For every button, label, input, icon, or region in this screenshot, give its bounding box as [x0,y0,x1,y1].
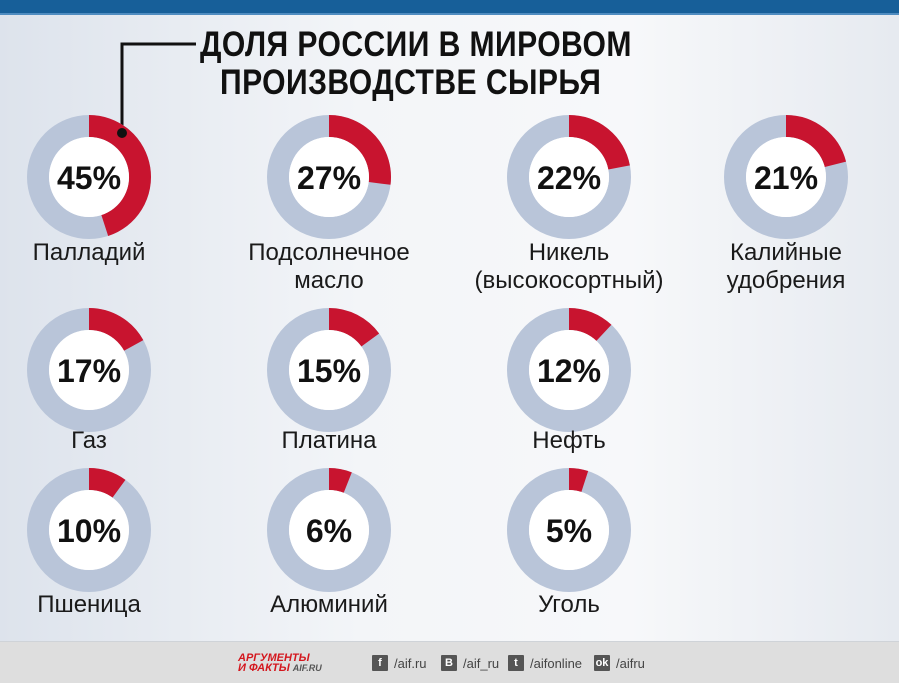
category-label: Нефть [532,427,605,454]
category-label: Алюминий [270,591,388,618]
twitter-icon: t [508,655,524,671]
social-handle: /aif.ru [394,655,427,671]
donut-share-arc [785,115,847,168]
donut-hole [289,490,369,570]
percent-label: 12% [537,353,601,389]
category-label: Никель [529,239,610,266]
title-line-1: ДОЛЯ РОССИИ В МИРОВОМ [200,25,632,64]
donut-share-arc [568,468,589,493]
leader-dot [117,128,127,138]
donut-hole [289,137,369,217]
chart-title: ДОЛЯ РОССИИ В МИРОВОМ ПРОИЗВОДСТВЕ СЫРЬЯ [200,25,632,102]
percent-label: 15% [297,353,361,389]
footer: АРГУМЕНТЫ И ФАКТЫ AIF.RU f/aif.ru В/aif_ru… [0,641,899,683]
category-label: (высокосортный) [474,267,663,294]
social-link[interactable]: ok/aifru [594,655,645,671]
leader-line [120,42,196,133]
category-label: Газ [71,427,107,454]
category-label: Платина [281,427,377,454]
donut-share-arc [568,115,630,171]
percent-label: 10% [57,513,121,549]
social-handle: /aifonline [530,655,583,671]
category-label: масло [294,267,363,294]
donut-share-arc [88,308,144,352]
donut-share-arc [88,468,126,498]
percent-label: 5% [546,513,592,549]
donut-hole [529,330,609,410]
donut-share-arc [568,308,612,342]
percent-label: 17% [57,353,121,389]
percent-label: 22% [537,160,601,196]
donut-hole [289,330,369,410]
category-label: Палладий [33,239,146,266]
facebook-icon: f [372,655,388,671]
donut-share-arc [328,468,352,493]
aif-logo[interactable]: АРГУМЕНТЫ И ФАКТЫ AIF.RU [238,652,322,674]
social-link[interactable]: В/aif_ru [441,655,499,671]
vk-icon: В [441,655,457,671]
percent-label: 6% [306,513,352,549]
category-label: Уголь [538,591,600,618]
donut-hole [49,137,129,217]
category-label: Подсолнечное [248,239,409,266]
percent-label: 27% [297,160,361,196]
donut-hole [49,490,129,570]
category-label: Пшеница [37,591,141,618]
donut-hole [746,137,826,217]
percent-label: 21% [754,160,818,196]
top-bar [0,0,899,15]
donut-hole [529,137,609,217]
percent-label: 45% [57,160,121,196]
odnoklassniki-icon: ok [594,655,610,671]
social-link[interactable]: t/aifonline [508,655,582,671]
title-line-2: ПРОИЗВОДСТВЕ СЫРЬЯ [220,63,602,102]
donut-share-arc [328,115,391,185]
social-link[interactable]: f/aif.ru [372,655,427,671]
donut-hole [529,490,609,570]
donut-hole [49,330,129,410]
category-label: удобрения [727,267,846,294]
social-handle: /aifru [616,655,645,671]
category-label: Калийные [730,239,842,266]
donut-share-arc [328,308,380,347]
donut-share-arc [88,115,151,236]
social-handle: /aif_ru [463,655,500,671]
